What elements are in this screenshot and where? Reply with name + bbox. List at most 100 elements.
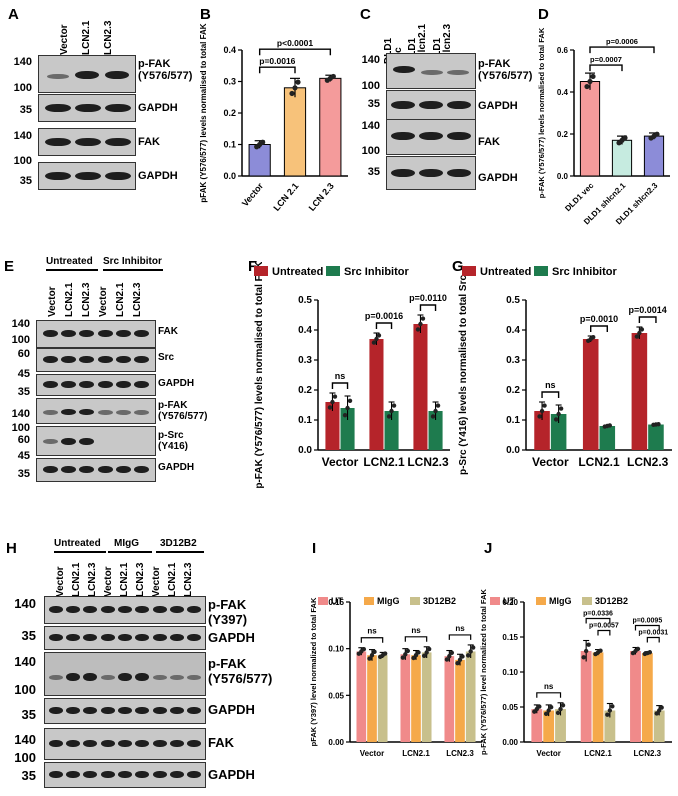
lane-label: LCN2.3 xyxy=(135,562,146,597)
mw-marker: 140 xyxy=(11,318,30,330)
significance-bracket xyxy=(638,316,657,323)
panel-letter-b: B xyxy=(200,6,211,23)
data-point xyxy=(581,655,586,660)
x-tick-label: LCN 2.1 xyxy=(271,181,300,213)
data-point xyxy=(605,712,610,717)
y-tick-label: 0.15 xyxy=(502,633,518,642)
bar xyxy=(641,653,653,742)
data-point xyxy=(416,650,421,655)
bar xyxy=(325,402,340,450)
data-point xyxy=(555,710,561,716)
data-point xyxy=(345,405,350,411)
data-point xyxy=(400,655,406,660)
protein-label: FAK xyxy=(138,136,160,148)
protein-label: GAPDH xyxy=(158,378,195,389)
data-point xyxy=(610,704,615,709)
p-value-label: p=0.0057 xyxy=(589,623,619,630)
legend-label: MIgG xyxy=(549,596,572,606)
x-tick-label: LCN2.3 xyxy=(446,749,474,758)
y-tick-label: 0.10 xyxy=(328,645,344,654)
y-tick-label: 0.5 xyxy=(298,295,312,306)
mw-marker: 45 xyxy=(17,368,30,380)
bar xyxy=(340,408,355,450)
x-tick-label: Vector xyxy=(532,455,569,469)
protein-label: GAPDH xyxy=(478,100,518,112)
data-point xyxy=(607,423,612,428)
bar xyxy=(604,710,616,742)
blot-strip xyxy=(44,762,206,788)
lane-label: LCN2.1 xyxy=(71,562,82,597)
significance-bracket xyxy=(331,382,349,389)
lane-label: LCN2.1 xyxy=(81,20,92,55)
data-point xyxy=(548,704,554,710)
mw-marker: 35 xyxy=(367,98,380,110)
ns-label: ns xyxy=(335,371,346,381)
protein-label: GAPDH xyxy=(138,102,178,114)
data-point xyxy=(586,642,591,647)
x-tick-label: LCN 2.3 xyxy=(307,181,336,213)
data-point xyxy=(656,708,662,713)
panel-letter-j: J xyxy=(484,540,493,557)
data-point xyxy=(295,79,301,85)
x-tick-label: LCN2.1 xyxy=(584,749,612,758)
legend-swatch xyxy=(536,597,546,605)
group-underline xyxy=(103,269,163,271)
data-point xyxy=(382,651,388,656)
bar xyxy=(319,77,342,177)
y-tick-label: 0.1 xyxy=(223,140,236,150)
bar xyxy=(411,655,421,742)
data-point xyxy=(556,411,561,417)
protein-label: FAK xyxy=(478,136,500,148)
group-underline xyxy=(46,269,98,271)
bar xyxy=(555,709,566,742)
blot-strip xyxy=(44,728,206,760)
blot-strip xyxy=(36,374,156,396)
data-point xyxy=(654,131,660,137)
mw-marker: 35 xyxy=(367,166,380,178)
legend-swatch xyxy=(534,266,548,276)
x-tick-label: Vector xyxy=(240,180,266,208)
data-point xyxy=(546,708,551,713)
bar xyxy=(534,411,550,450)
mw-marker: 35 xyxy=(21,707,36,722)
legend-label: UT xyxy=(331,596,343,606)
blot-strip xyxy=(44,698,206,724)
blot-strip xyxy=(36,320,156,348)
y-tick-label: 0.15 xyxy=(328,598,344,607)
bar xyxy=(283,87,307,177)
bar-chart-i: 0.00 0.05 0.10 0.15 pFAK (Y397) level normal… xyxy=(309,596,482,758)
y-axis-label: p-FAK (Y576/577) level normalized to tot… xyxy=(479,588,488,754)
blot-strip xyxy=(36,426,156,456)
x-tick-label: DLD1 vec xyxy=(563,181,596,214)
bar-chart-b: 0.0 0.1 0.2 0.3 0.4 pFAK (Y576/577) levels no… xyxy=(199,23,348,213)
data-point xyxy=(635,646,641,652)
data-point xyxy=(647,650,653,655)
data-point xyxy=(292,85,298,91)
bar xyxy=(531,709,543,742)
y-tick-label: 0.0 xyxy=(557,172,569,181)
legend-label: Src Inhibitor xyxy=(552,266,618,278)
blot-strip xyxy=(386,53,476,89)
significance-bracket xyxy=(419,304,437,311)
significance-bracket xyxy=(590,325,608,332)
y-tick-label: 0.0 xyxy=(506,445,520,456)
data-point xyxy=(386,414,392,419)
mw-marker: 100 xyxy=(361,80,380,92)
data-point xyxy=(584,83,590,90)
y-tick-label: 0.2 xyxy=(223,108,236,118)
x-tick-label: LCN2.1 xyxy=(402,749,430,758)
legend-label: Untreated xyxy=(480,266,531,278)
x-tick-label: LCN2.1 xyxy=(363,455,405,469)
p-value-label: p=0.0006 xyxy=(606,37,638,46)
bar xyxy=(413,324,428,450)
y-tick-label: 0.2 xyxy=(298,385,312,396)
data-point xyxy=(435,403,441,408)
data-point xyxy=(374,336,379,342)
lane-label: LCN2.1 xyxy=(119,562,130,597)
x-tick-label: LCN2.3 xyxy=(627,455,669,469)
bar xyxy=(369,339,384,450)
lane-label: Vector xyxy=(59,24,70,55)
lane-label: LCN2.1 xyxy=(64,282,75,317)
data-point xyxy=(591,335,596,340)
y-tick-label: 0.1 xyxy=(506,415,520,426)
